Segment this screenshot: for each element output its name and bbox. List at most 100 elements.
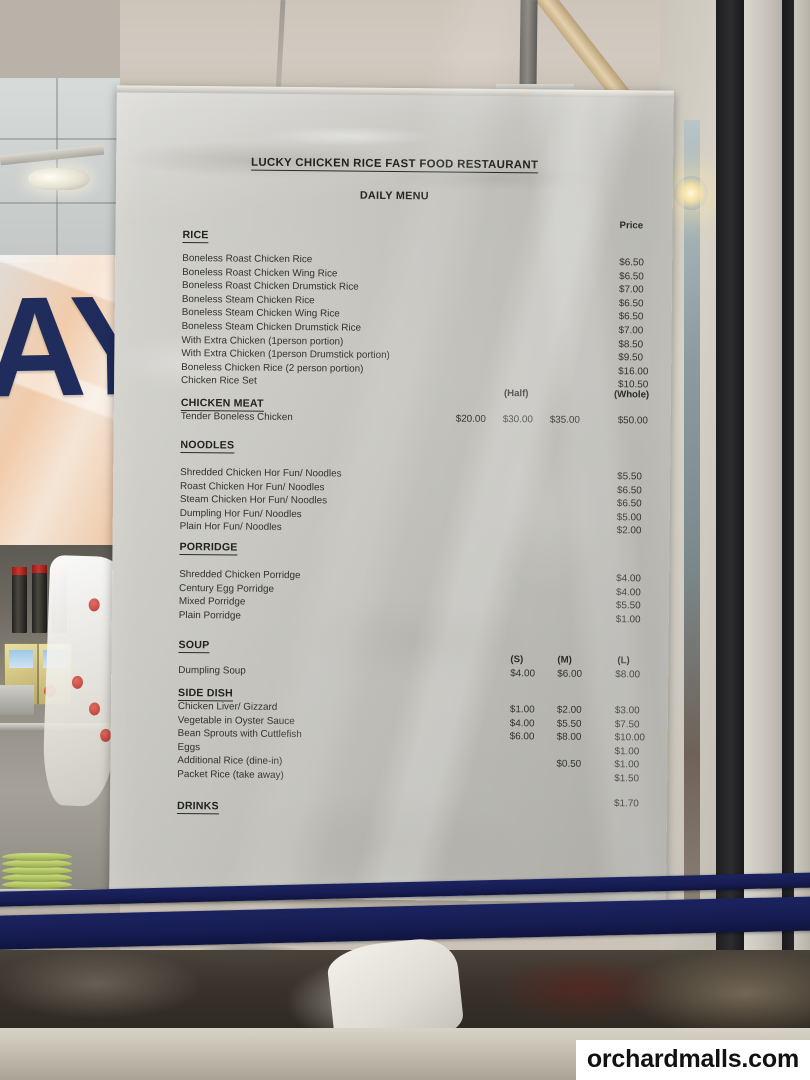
item-price-large: $7.50 (614, 718, 640, 730)
item-name: Plain Hor Fun/ Noodles (179, 521, 282, 534)
bottle (12, 575, 27, 633)
cloth-stain (88, 598, 100, 612)
section-rows-rice: Boneless Roast Chicken Rice $6.50 Boneles… (181, 253, 672, 394)
section-heading-chicken-meat-text: CHICKEN MEAT (180, 396, 264, 412)
section-heading-porridge-text: PORRIDGE (179, 540, 238, 556)
item-price: $6.50 (618, 297, 644, 310)
frame-dark-strip (782, 0, 796, 1080)
plate (2, 853, 72, 861)
hanging-cloth (41, 554, 120, 808)
section-rows-porridge: Shredded Chicken Porridge $4.00 Century E… (179, 569, 669, 628)
section-heading-side-dish-text: SIDE DISH (178, 686, 233, 702)
menu-board: LUCKY CHICKEN RICE FAST FOOD RESTAURANT … (109, 85, 674, 903)
item-price-small: $4.00 (510, 668, 536, 680)
item-price-large: $8.00 (615, 669, 641, 681)
menu-board-surface: LUCKY CHICKEN RICE FAST FOOD RESTAURANT … (109, 85, 674, 903)
restaurant-name-text: LUCKY CHICKEN RICE FAST FOOD RESTAURANT (250, 156, 539, 174)
item-name: Boneless Roast Chicken Wing Rice (182, 266, 338, 280)
item-name: Boneless Roast Chicken Drumstick Rice (181, 280, 359, 293)
column-header-medium: (M) (557, 654, 572, 666)
item-name: Boneless Steam Chicken Drumstick Rice (181, 320, 362, 334)
item-price: $5.00 (616, 511, 642, 524)
item-price-medium: $8.00 (556, 731, 582, 744)
column-header-large: (L) (617, 655, 630, 667)
item-price: $1.00 (615, 613, 641, 626)
item-name: Boneless Roast Chicken Rice (182, 252, 313, 266)
item-name: Eggs (177, 741, 201, 753)
section-rows-drinks: $1.70 (177, 794, 667, 812)
item-price-medium: $0.50 (556, 758, 582, 771)
cloth-stain (71, 675, 84, 690)
item-name: Chicken Liver/ Gizzard (177, 700, 278, 713)
plate (2, 881, 72, 889)
restaurant-name: LUCKY CHICKEN RICE FAST FOOD RESTAURANT (116, 155, 673, 174)
section-rows-soup: Dumpling Soup $4.00 $6.00 $8.00 (178, 665, 668, 683)
item-price-large: $1.50 (614, 773, 640, 785)
plate (2, 874, 72, 882)
signage-letters: AY (0, 265, 120, 428)
item-price-3: $35.00 (549, 414, 580, 426)
item-name: Additional Rice (dine-in) (177, 755, 283, 768)
left-interior-column: AY (0, 0, 120, 1080)
item-price: $5.50 (617, 471, 642, 483)
item-price: $8.50 (618, 338, 644, 350)
item-name: Tender Boneless Chicken (180, 410, 293, 424)
item-price-small: $6.00 (509, 731, 535, 743)
ceiling-lamp (28, 168, 90, 190)
item-price-small: $1.00 (509, 704, 535, 716)
section-rows-noodles: Shredded Chicken Hor Fun/ Noodles $5.50 R… (180, 467, 671, 540)
item-name: Bean Sprouts with Cuttlefish (177, 728, 302, 741)
item-price: $9.50 (618, 352, 644, 364)
light-flare (674, 176, 708, 210)
item-price-medium: $5.50 (556, 718, 582, 730)
item-price: $6.50 (616, 498, 642, 510)
section-heading-side-dish: SIDE DISH (178, 686, 233, 702)
item-price-whole: $50.00 (617, 415, 648, 427)
item-name: Shredded Chicken Porridge (179, 568, 301, 582)
bottle-cap (12, 567, 27, 576)
item-price-large: $10.00 (614, 732, 645, 744)
section-heading-rice: RICE (182, 228, 209, 244)
item-name: Roast Chicken Hor Fun/ Noodles (180, 480, 325, 493)
item-name: Boneless Steam Chicken Wing Rice (181, 307, 340, 320)
plate (2, 867, 72, 875)
item-name: Boneless Chicken Rice (2 person portion) (181, 361, 364, 375)
plate (2, 860, 72, 868)
item-price-small: $4.00 (509, 717, 535, 729)
item-name: Chicken Rice Set (181, 375, 257, 388)
section-rows-side-dish: Chicken Liver/ Gizzard $1.00 $2.00 $3.00… (177, 701, 668, 787)
menu-content: LUCKY CHICKEN RICE FAST FOOD RESTAURANT … (109, 85, 674, 902)
item-name: Vegetable in Oyster Sauce (177, 714, 295, 727)
section-rows-chicken-meat: Tender Boneless Chicken $20.00 $30.00 $3… (181, 411, 671, 429)
price-column-header: Price (619, 220, 644, 232)
item-price: $4.00 (616, 573, 641, 585)
section-heading-noodles: NOODLES (180, 438, 235, 454)
item-price-large: $3.00 (614, 705, 640, 717)
item-price-1: $20.00 (455, 413, 486, 425)
item-name: Plain Porridge (178, 609, 241, 622)
bottle (32, 573, 47, 633)
item-name: Shredded Chicken Hor Fun/ Noodles (180, 466, 342, 480)
frame-outer-edge (794, 0, 810, 1080)
item-name: Boneless Steam Chicken Rice (181, 293, 315, 307)
menu-item-row: Dumpling Soup $4.00 $6.00 $8.00 (178, 665, 668, 683)
cloth-stain (88, 702, 101, 716)
bottle-cap (32, 565, 47, 574)
item-price: $5.50 (615, 600, 641, 612)
item-price: $6.50 (618, 311, 644, 323)
stacked-plates (2, 841, 72, 889)
tile-grout-line (0, 202, 120, 204)
menu-item-row: $1.70 (177, 794, 667, 812)
item-price: $6.50 (619, 270, 644, 283)
item-name: Packet Rice (take away) (177, 768, 284, 781)
tile-grout-line (0, 138, 120, 140)
glass-grime (190, 944, 310, 966)
item-price: $7.00 (618, 325, 644, 337)
item-price-medium: $6.00 (557, 668, 583, 680)
item-name: Century Egg Porridge (179, 582, 275, 595)
section-heading-porridge: PORRIDGE (179, 540, 238, 556)
plastic-sheet (0, 255, 120, 555)
item-name: With Extra Chicken (1person Drumstick po… (181, 348, 390, 362)
column-header-whole: (Whole) (613, 389, 650, 401)
